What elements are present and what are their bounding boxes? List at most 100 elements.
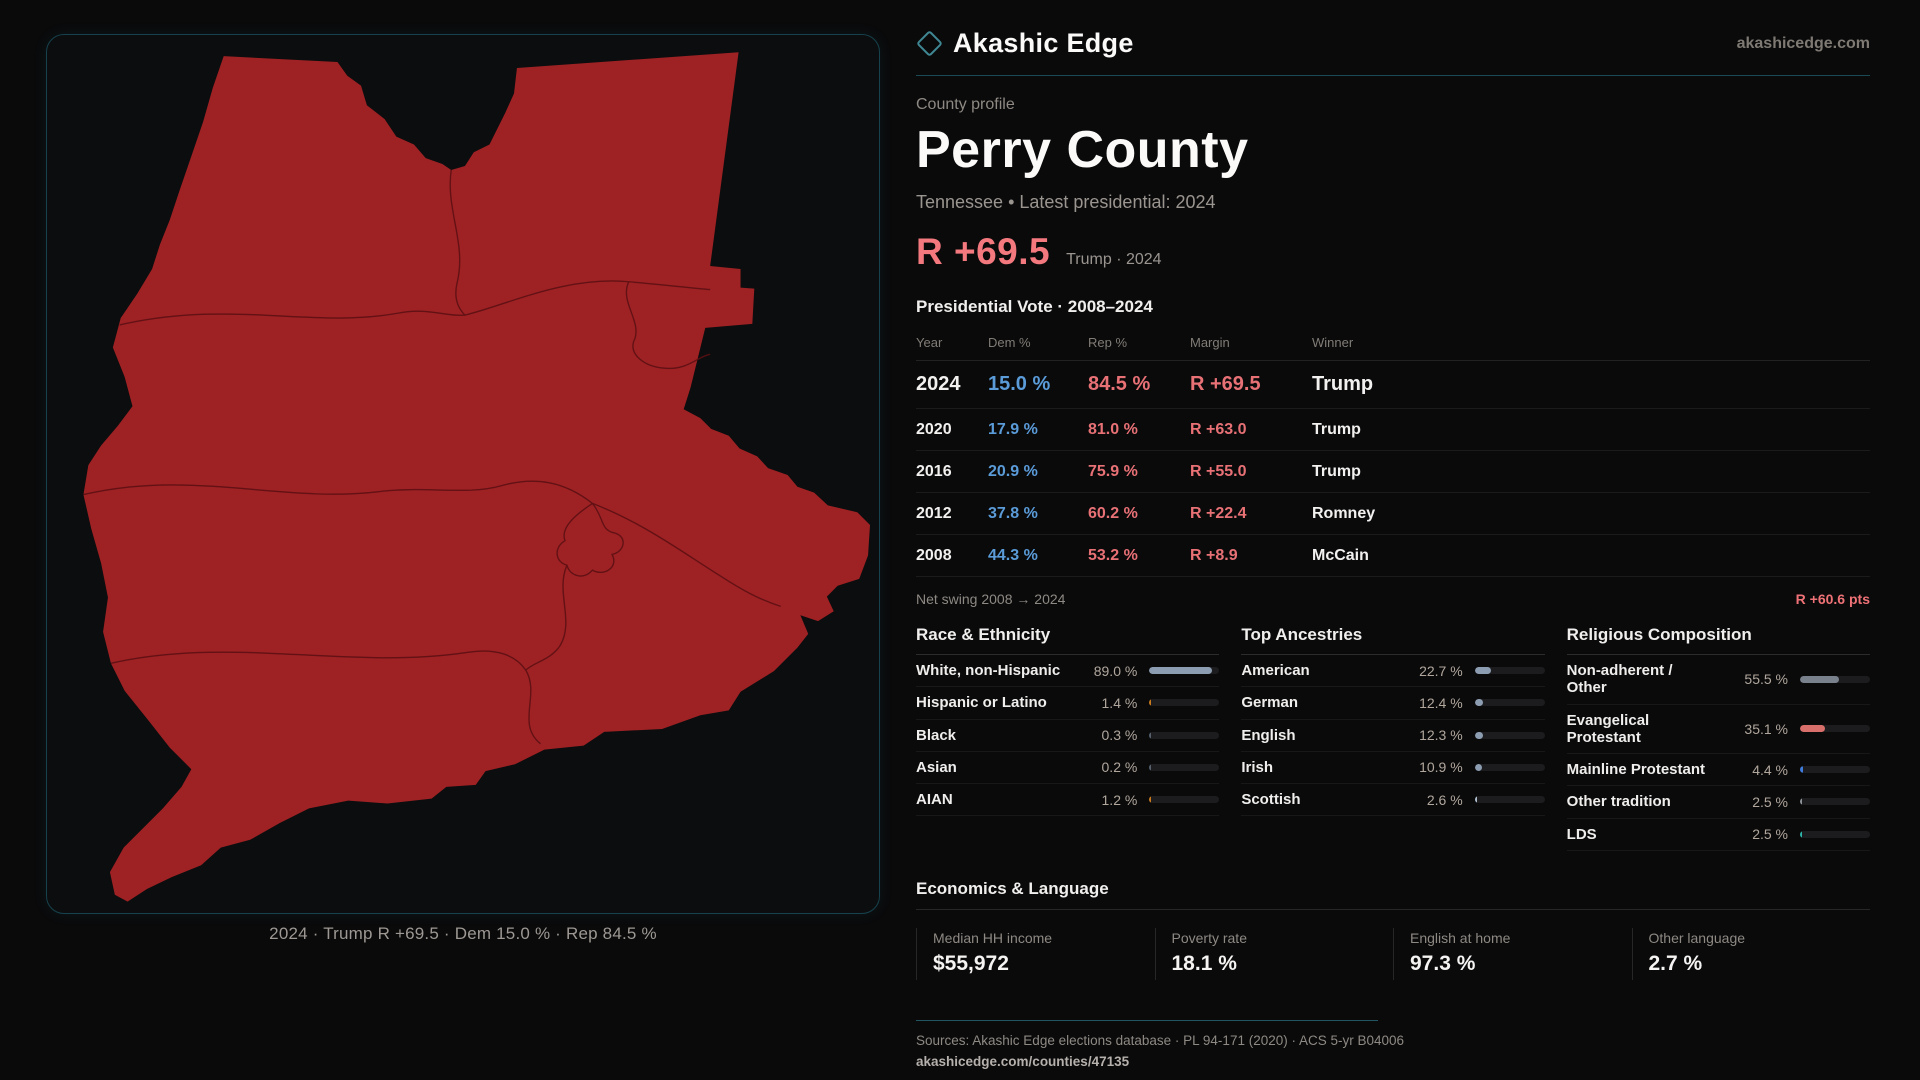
cell-margin: R +63.0 xyxy=(1190,420,1247,438)
demo-label: Hispanic or Latino xyxy=(916,694,1047,712)
demo-bar xyxy=(1149,667,1220,675)
demo-bar xyxy=(1149,796,1220,804)
cell-dem: 20.9 % xyxy=(988,462,1038,480)
cell-winner: Trump xyxy=(1312,462,1361,480)
demo-bar-fill xyxy=(1149,796,1152,804)
net-swing-label: Net swing 2008 → 2024 xyxy=(916,591,1066,607)
demo-value: 0.2 % xyxy=(1101,759,1138,776)
demo-bar xyxy=(1474,731,1545,739)
demo-row: Evangelical Protestant 35.1 % xyxy=(1566,705,1870,754)
demo-row: American 22.7 % xyxy=(1241,655,1545,688)
demo-bar-fill xyxy=(1474,667,1491,675)
demo-bar xyxy=(1474,699,1545,707)
demo-row: AIAN 1.2 % xyxy=(916,784,1220,817)
demo-bar xyxy=(1800,766,1870,774)
table-row: 2016 20.9 % 75.9 % R +55.0 Trump xyxy=(916,451,1870,493)
brand-header: Akashic Edge akashicedge.com xyxy=(916,28,1870,76)
presidential-vote-table: Year Dem % Rep % Margin Winner 2024 15.0 … xyxy=(916,329,1870,577)
demo-bar xyxy=(1800,725,1870,733)
demo-label: German xyxy=(1241,694,1299,712)
stat-label: Other language xyxy=(1648,929,1746,946)
headline-margin: R +69.5 Trump · 2024 xyxy=(916,231,1870,273)
cell-margin: R +55.0 xyxy=(1190,462,1247,480)
demo-bar xyxy=(1800,830,1870,838)
demo-row: White, non-Hispanic 89.0 % xyxy=(916,655,1220,688)
map-caption: 2024 · Trump R +69.5 · Dem 15.0 % · Rep … xyxy=(269,924,657,943)
demo-label: Black xyxy=(916,726,957,744)
demo-value: 35.1 % xyxy=(1744,720,1788,737)
county-profile-panel: Akashic Edge akashicedge.com County prof… xyxy=(916,28,1870,1069)
stat-block: Other language 2.7 % xyxy=(1631,927,1871,980)
demo-value: 2.5 % xyxy=(1752,826,1788,843)
demo-row: LDS 2.5 % xyxy=(1566,819,1870,851)
demo-value: 1.2 % xyxy=(1101,791,1138,808)
kicker-label: County profile xyxy=(916,96,1015,113)
demographics-grid: Race & Ethnicity White, non-Hispanic 89.0 … xyxy=(916,625,1870,851)
cell-dem: 37.8 % xyxy=(988,504,1038,522)
demo-bar-fill xyxy=(1149,731,1152,739)
stat-label: Poverty rate xyxy=(1171,929,1247,946)
county-map xyxy=(83,52,871,902)
demo-row: Irish 10.9 % xyxy=(1241,752,1545,784)
demo-row: Black 0.3 % xyxy=(916,720,1220,752)
headline-margin-value: R +69.5 xyxy=(916,231,1051,272)
stat-block: Median HH income $55,972 xyxy=(916,927,1155,980)
table-row: 2024 15.0 % 84.5 % R +69.5 Trump xyxy=(916,361,1870,409)
demo-row: Hispanic or Latino 1.4 % xyxy=(916,687,1220,720)
brand-domain-link[interactable]: akashicedge.com xyxy=(1736,34,1870,52)
county-map-panel xyxy=(46,34,880,914)
cell-winner: Trump xyxy=(1312,373,1374,395)
cell-dem: 17.9 % xyxy=(988,420,1038,438)
demo-label: White, non-Hispanic xyxy=(916,662,1061,679)
page-url-link[interactable]: akashicedge.com/counties/47135 xyxy=(916,1053,1130,1069)
cell-rep: 81.0 % xyxy=(1088,420,1138,438)
table-row: 2020 17.9 % 81.0 % R +63.0 Trump xyxy=(916,409,1870,451)
demo-label: Irish xyxy=(1241,758,1274,776)
stat-label: English at home xyxy=(1410,929,1511,946)
cell-year: 2016 xyxy=(916,462,952,480)
demo-row: Asian 0.2 % xyxy=(916,752,1220,784)
col-header-margin: Margin xyxy=(1190,335,1230,350)
cell-year: 2024 xyxy=(916,373,961,395)
demo-bar-fill xyxy=(1474,699,1484,707)
cell-year: 2008 xyxy=(916,546,952,564)
demo-label: Other tradition xyxy=(1566,793,1671,811)
demo-bar xyxy=(1474,667,1545,675)
demo-bar-fill xyxy=(1800,830,1802,838)
cell-rep: 75.9 % xyxy=(1088,462,1138,480)
cell-margin: R +22.4 xyxy=(1190,504,1247,522)
demo-bar xyxy=(1149,699,1220,707)
demo-value: 0.3 % xyxy=(1101,727,1138,744)
demo-bar-fill xyxy=(1474,796,1477,804)
demo-value: 22.7 % xyxy=(1419,662,1463,679)
demo-label: Mainline Protestant xyxy=(1566,761,1706,778)
demo-label: English xyxy=(1241,726,1296,744)
demo-value: 12.3 % xyxy=(1419,727,1463,744)
demo-value: 2.5 % xyxy=(1752,793,1788,810)
col-header-winner: Winner xyxy=(1312,335,1354,350)
stat-block: Poverty rate 18.1 % xyxy=(1154,927,1394,980)
demo-label: AIAN xyxy=(916,791,953,808)
footer-divider xyxy=(916,1019,1378,1021)
stat-value: 18.1 % xyxy=(1171,951,1237,975)
table-row: 2012 37.8 % 60.2 % R +22.4 Romney xyxy=(916,493,1870,535)
demo-row: Non-adherent / Other 55.5 % xyxy=(1566,655,1870,705)
stat-label: Median HH income xyxy=(933,929,1053,946)
cell-year: 2020 xyxy=(916,420,952,438)
cell-margin: R +8.9 xyxy=(1190,546,1238,564)
county-subtitle: Tennessee • Latest presidential: 2024 xyxy=(916,192,1216,212)
stat-value: 97.3 % xyxy=(1410,951,1476,975)
demo-section: Race & Ethnicity White, non-Hispanic 89.0 … xyxy=(916,625,1220,851)
col-header-dem: Dem % xyxy=(988,335,1031,350)
stat-block: English at home 97.3 % xyxy=(1393,927,1632,980)
demo-label: Non-adherent / Other xyxy=(1566,662,1673,697)
demo-bar xyxy=(1474,796,1545,804)
brand-name: Akashic Edge xyxy=(953,28,1134,58)
demo-value: 1.4 % xyxy=(1101,694,1138,711)
demo-row: English 12.3 % xyxy=(1241,720,1545,752)
demo-bar-fill xyxy=(1800,675,1839,683)
demo-label: American xyxy=(1241,662,1310,679)
stat-value: 2.7 % xyxy=(1648,951,1703,975)
sources-text: Sources: Akashic Edge elections database… xyxy=(916,1032,1405,1048)
